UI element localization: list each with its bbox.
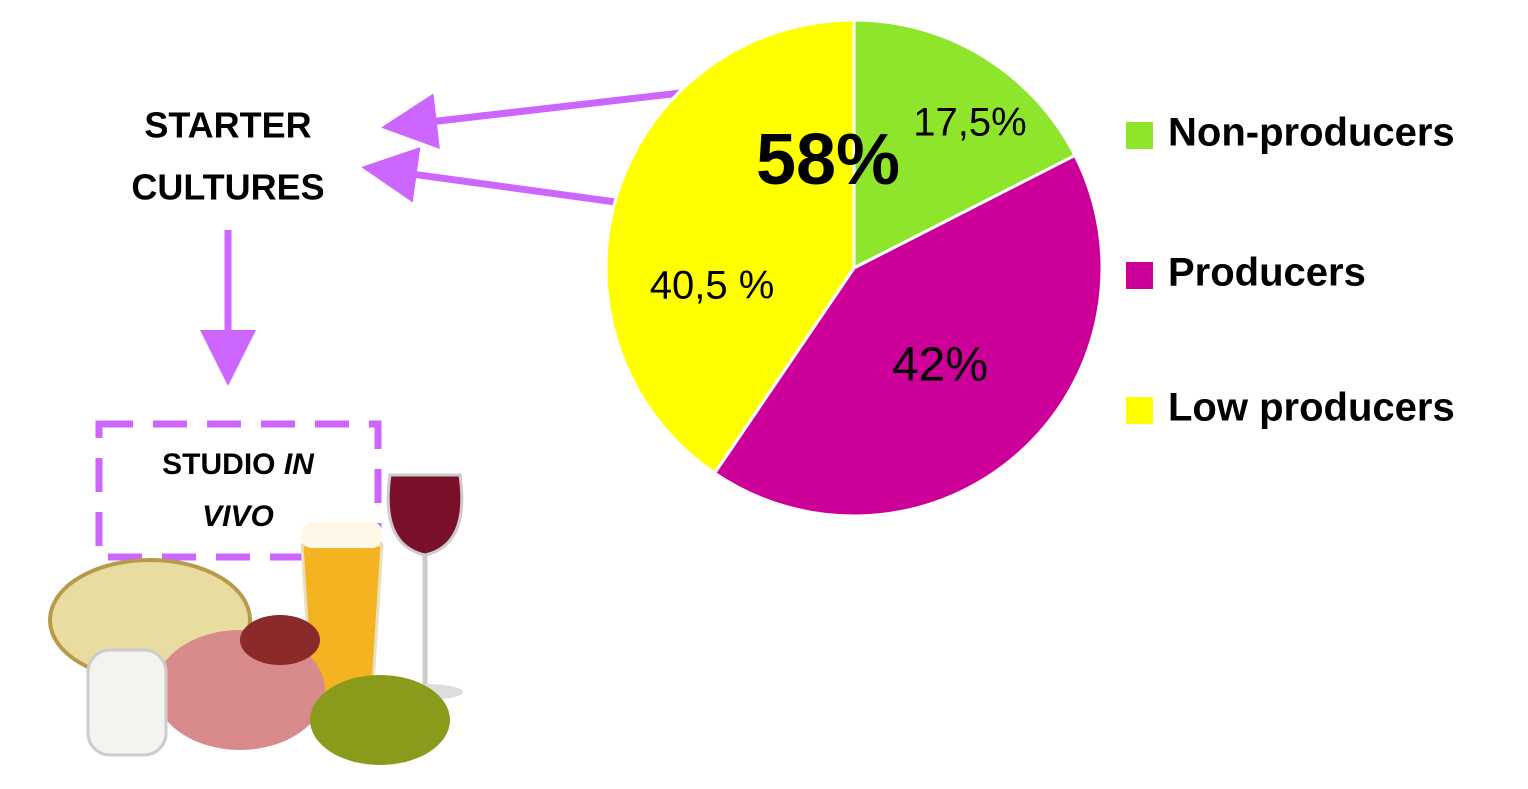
data-label: 17,5% bbox=[913, 101, 1026, 145]
data-label: 40,5 % bbox=[650, 264, 775, 308]
annotation: STUDIO IN bbox=[162, 448, 315, 481]
pie-slice bbox=[604, 18, 856, 476]
annotation: VIVO bbox=[202, 500, 274, 533]
dashed-box bbox=[95, 420, 382, 561]
highlight-label: 58% bbox=[756, 120, 900, 200]
food-illustration bbox=[48, 473, 464, 765]
legend-label: Producers bbox=[1168, 251, 1366, 295]
pie-slice bbox=[712, 153, 1104, 518]
annotation: STARTER bbox=[144, 105, 311, 146]
data-label: 42% bbox=[892, 339, 988, 392]
legend-swatch bbox=[1126, 262, 1153, 289]
legend-swatch bbox=[1126, 122, 1153, 149]
legend-swatch bbox=[1126, 397, 1153, 424]
annotation-part: IN bbox=[284, 448, 315, 481]
annotation: CULTURES bbox=[131, 167, 324, 208]
pie-slice bbox=[852, 18, 1077, 271]
annotation-part: STUDIO bbox=[162, 448, 275, 481]
legend-label: Non-producers bbox=[1168, 111, 1455, 155]
legend-label: Low producers bbox=[1168, 386, 1455, 430]
